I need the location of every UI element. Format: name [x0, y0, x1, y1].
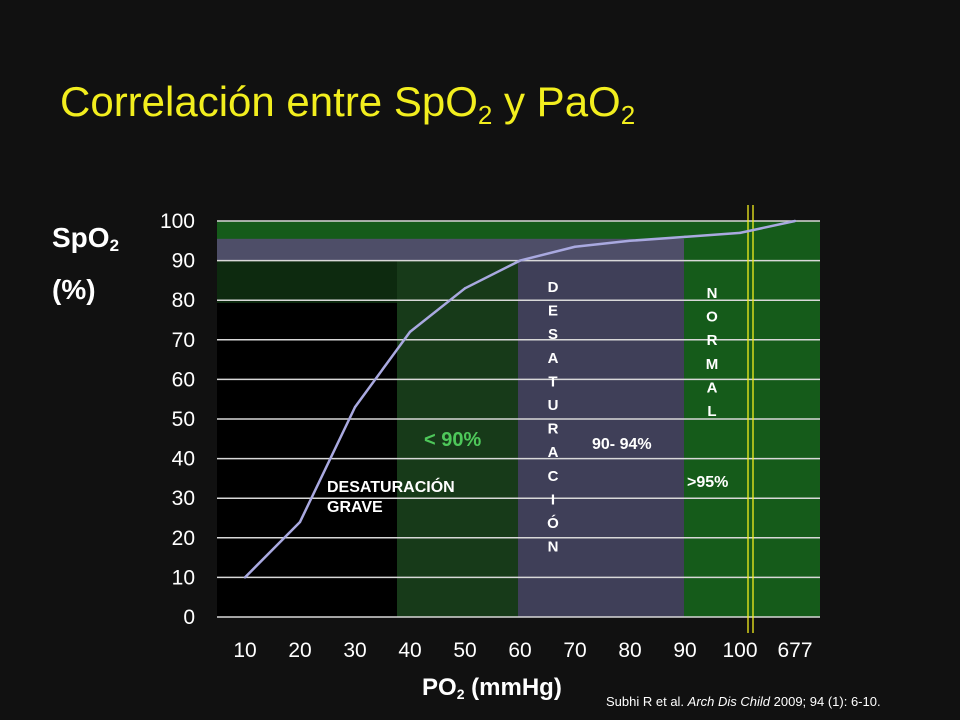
x-tick-label: 50 [453, 639, 476, 662]
severe-desaturation-zone [217, 303, 397, 617]
data-point [628, 239, 632, 242]
x-tick-label: 20 [288, 639, 311, 662]
y-tick-label: 0 [183, 606, 195, 629]
x-tick-label: 70 [563, 639, 586, 662]
data-point [298, 520, 302, 524]
spo2-90-95-band [217, 238, 684, 261]
slide-title: Correlación entre SpO2 y PaO2 [60, 78, 636, 130]
data-point [518, 259, 522, 262]
y-tick-label: 50 [172, 408, 195, 431]
normal-zone [684, 260, 820, 617]
above-95-label: >95% [687, 474, 728, 491]
x-axis-label: PO2 (mmHg) [422, 674, 562, 702]
citation: Subhi R et al. Arch Dis Child 2009; 94 (… [606, 694, 881, 709]
below-90-label: < 90% [424, 429, 481, 451]
data-point [353, 405, 357, 409]
y-tick-label: 20 [172, 527, 195, 550]
data-point [738, 231, 742, 235]
range-90-94-label: 90- 94% [592, 436, 652, 453]
x-tick-label: 100 [722, 639, 757, 662]
y-tick-label: 100 [160, 210, 195, 233]
y-tick-label: 30 [172, 487, 195, 510]
data-point [243, 576, 247, 579]
y-tick-label: 40 [172, 448, 195, 471]
x-tick-label: 40 [398, 639, 421, 662]
y-tick-label: 60 [172, 368, 195, 391]
y-tick-label: 10 [172, 566, 195, 589]
x-tick-label: 677 [777, 639, 812, 662]
y-tick-label: 80 [172, 289, 195, 312]
x-tick-label: 30 [343, 639, 366, 662]
data-point [573, 245, 577, 248]
x-tick-label: 90 [673, 639, 696, 662]
severe-desaturation-label: DESATURACIÓN GRAVE [327, 477, 455, 516]
data-point [463, 287, 467, 290]
y-axis-label: SpO2 (%) [52, 222, 120, 305]
x-tick-label: 80 [618, 639, 641, 662]
x-tick-label: 60 [508, 639, 531, 662]
x-tick-label: 10 [233, 639, 256, 662]
y-tick-label: 70 [172, 329, 195, 352]
desaturation-zone [518, 260, 684, 617]
y-tick-label: 90 [172, 250, 195, 273]
data-point [793, 219, 797, 223]
below-90-zone [397, 260, 518, 617]
data-point [683, 235, 687, 239]
data-point [408, 330, 412, 334]
